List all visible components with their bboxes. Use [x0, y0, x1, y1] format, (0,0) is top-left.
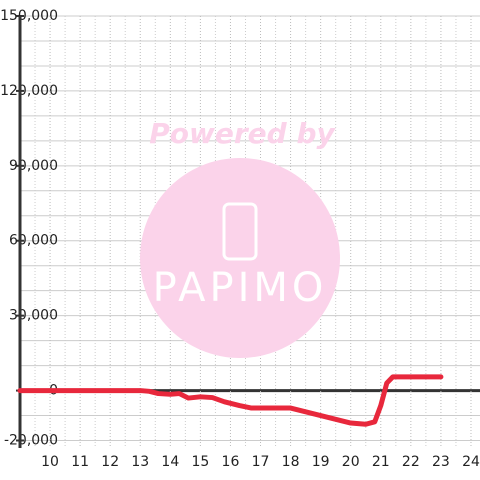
x-tick-label: 15 — [191, 454, 209, 470]
x-tick-label: 16 — [222, 454, 240, 470]
y-tick-label: -20,000 — [4, 433, 58, 449]
x-tick-label: 22 — [402, 454, 420, 470]
x-tick-label: 20 — [342, 454, 360, 470]
x-tick-label: 13 — [131, 454, 149, 470]
y-tick-label: 90,000 — [9, 158, 58, 174]
y-tick-label: 120,000 — [0, 83, 58, 99]
x-tick-label: 10 — [41, 454, 59, 470]
x-tick-label: 14 — [161, 454, 179, 470]
plot — [17, 374, 444, 427]
series-line — [17, 374, 444, 427]
x-tick-label: 24 — [462, 454, 480, 470]
x-tick-label: 19 — [312, 454, 330, 470]
x-tick-label: 12 — [101, 454, 119, 470]
x-tick-label: 17 — [252, 454, 270, 470]
watermark-phone — [222, 202, 258, 261]
y-tick-label: 150,000 — [0, 8, 58, 24]
watermark: Powered by PAPIMO — [140, 117, 340, 358]
x-tick-label: 21 — [372, 454, 390, 470]
y-tick-label: 60,000 — [9, 233, 58, 249]
y-tick-label: 30,000 — [9, 308, 58, 324]
x-tick-label: 23 — [432, 454, 450, 470]
x-tick-label: 11 — [71, 454, 89, 470]
x-tick-label: 18 — [282, 454, 300, 470]
watermark-text: Powered by — [149, 117, 336, 150]
grid: -20,000030,00060,00090,000120,000150,000… — [0, 8, 480, 470]
watermark-logo: PAPIMO — [153, 265, 328, 311]
